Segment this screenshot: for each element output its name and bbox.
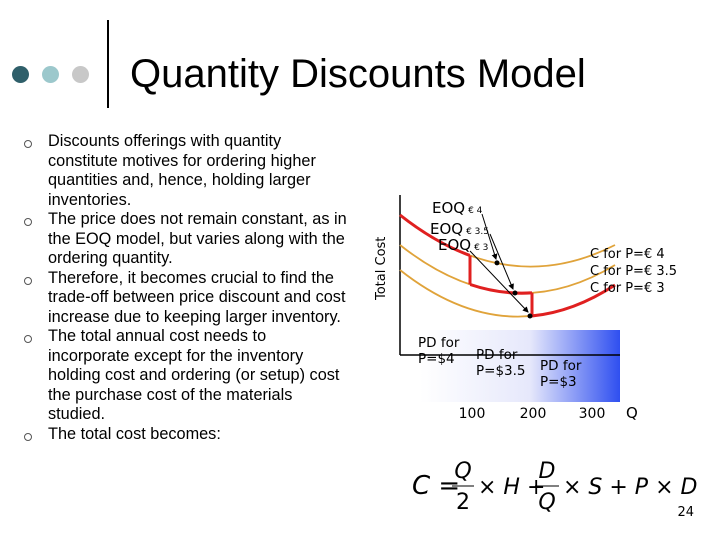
divider	[107, 20, 109, 108]
pd-label: PD for	[540, 358, 582, 374]
x-tick-label: 200	[520, 406, 547, 422]
eoq-point	[527, 313, 533, 319]
dot	[42, 66, 59, 83]
formula-part: × S + P × D	[563, 475, 697, 500]
total-cost	[399, 213, 470, 258]
arrow	[481, 213, 498, 260]
formula-part: D	[539, 459, 556, 484]
title: Quantity Discounts Model	[130, 52, 586, 96]
x-tick-label: 300	[579, 406, 606, 422]
pd-label: P=$3.5	[476, 363, 526, 379]
bullet: The total cost becomes:	[22, 425, 352, 445]
cost-label: C for P=€ 3.5	[590, 264, 677, 279]
bullet: The total annual cost needs to incorpora…	[22, 327, 352, 425]
eoq-subscript: € 3	[474, 243, 488, 253]
dot	[12, 66, 29, 83]
y-axis-label: Total Cost	[374, 237, 389, 301]
pd-label: P=$3	[540, 374, 577, 390]
cost-label: C for P=€ 3	[590, 281, 665, 296]
eoq-label: EOQ	[432, 199, 465, 217]
formula-part: 2	[456, 490, 470, 515]
formula-part: Q	[454, 459, 471, 484]
eoq-subscript: € 4	[468, 206, 483, 216]
formula-part: × H +	[478, 475, 545, 500]
cost-curve	[399, 244, 616, 295]
pd-label: PD for	[476, 347, 518, 363]
arrow	[489, 233, 514, 290]
eoq-point	[512, 290, 518, 296]
bullet: Therefore, it becomes crucial to find th…	[22, 269, 352, 328]
bullet: The price does not remain constant, as i…	[22, 210, 352, 269]
x-axis-label: Q	[626, 404, 638, 422]
eoq-point	[494, 260, 500, 266]
dot	[72, 66, 89, 83]
formula-part: Q	[538, 490, 555, 515]
pd-label: PD for	[418, 335, 460, 351]
arrow	[469, 250, 529, 313]
cost-label: C for P=€ 4	[590, 247, 665, 262]
bullet: Discounts offerings with quantity consti…	[22, 132, 352, 210]
pd-region	[420, 330, 620, 402]
pd-label: P=$4	[418, 351, 455, 367]
eoq-subscript: € 3.5	[466, 227, 489, 237]
bullet-list: Discounts offerings with quantity consti…	[22, 132, 352, 444]
eoq-label: EOQ	[430, 220, 463, 238]
page-number: 24	[677, 505, 694, 520]
eoq-label: EOQ	[438, 236, 471, 254]
total-cost	[532, 283, 616, 318]
total-cost	[470, 282, 532, 295]
x-tick-label: 100	[459, 406, 486, 422]
